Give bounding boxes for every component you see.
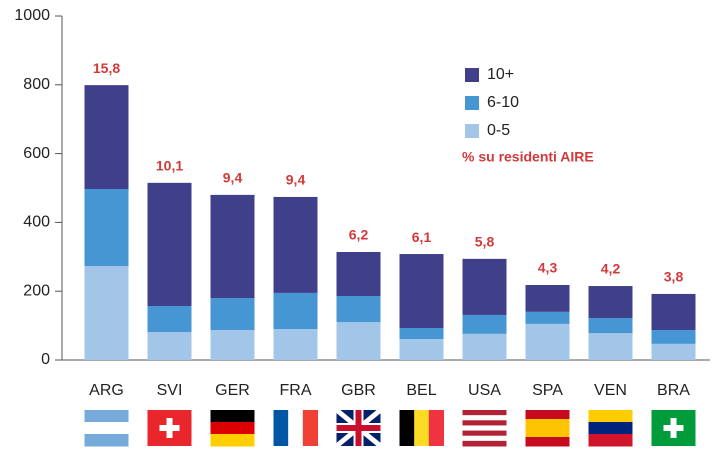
flag <box>210 410 255 423</box>
y-tick-label: 400 <box>23 214 50 231</box>
pct-label: 15,8 <box>93 60 120 76</box>
bar-segment <box>210 330 255 360</box>
bar-segment <box>399 254 444 329</box>
bar-segment <box>273 292 318 330</box>
pct-label: 3,8 <box>664 269 684 285</box>
legend-swatch <box>465 68 479 82</box>
y-tick-label: 0 <box>41 351 50 368</box>
flag <box>210 422 255 435</box>
flag <box>462 415 507 421</box>
flag <box>663 425 684 431</box>
flag <box>159 425 180 431</box>
bar-segment <box>147 305 192 333</box>
bar-segment <box>147 332 192 360</box>
x-tick-label: FRA <box>280 382 312 399</box>
bar-segment <box>336 296 381 323</box>
legend-swatch <box>465 96 479 110</box>
legend-label: 6-10 <box>487 94 519 111</box>
bar-segment <box>84 85 129 190</box>
flag <box>336 425 381 431</box>
bar-segment <box>84 266 129 360</box>
y-tick-label: 600 <box>23 145 50 162</box>
x-tick-label: SVI <box>157 382 183 399</box>
x-tick-label: VEN <box>594 382 627 399</box>
bar-segment <box>399 339 444 360</box>
pct-label: 4,2 <box>601 261 621 277</box>
legend-label: 0-5 <box>487 122 510 139</box>
bar-segment <box>588 318 633 334</box>
flag <box>525 437 570 447</box>
flag <box>588 422 633 435</box>
bar-segment <box>210 298 255 331</box>
flag <box>84 410 129 423</box>
bar-segment <box>651 343 696 360</box>
x-tick-label: SPA <box>532 382 563 399</box>
bar-segment <box>651 293 696 331</box>
flag <box>302 410 318 446</box>
pct-label: 10,1 <box>156 158 183 174</box>
x-tick-label: USA <box>468 382 501 399</box>
bar-segment <box>525 311 570 324</box>
flag <box>84 434 129 447</box>
pct-label: 6,1 <box>412 229 432 245</box>
bar-segment <box>399 328 444 340</box>
flag <box>414 410 430 446</box>
bar-segment <box>147 182 192 306</box>
x-tick-label: BRA <box>657 382 690 399</box>
bar-segment <box>588 333 633 360</box>
legend-label: 10+ <box>487 66 514 83</box>
bar-segment <box>525 323 570 360</box>
bar-segment <box>336 251 381 297</box>
flag <box>84 422 129 435</box>
flag <box>462 440 507 447</box>
bar-segment <box>273 329 318 360</box>
flag <box>399 410 415 446</box>
legend-swatch <box>465 124 479 138</box>
legend-note: % su residenti AIRE <box>462 149 594 165</box>
bar-segment <box>651 330 696 344</box>
flag <box>462 410 507 416</box>
flag <box>210 434 255 447</box>
flag <box>462 420 507 426</box>
flag <box>462 435 507 442</box>
y-tick-label: 800 <box>23 76 50 93</box>
flag <box>273 410 289 446</box>
flag <box>288 410 304 446</box>
bar-segment <box>462 314 507 334</box>
x-tick-label: GER <box>215 382 250 399</box>
bar-segment <box>588 286 633 319</box>
flag <box>462 425 507 432</box>
y-tick-label: 1000 <box>14 7 50 24</box>
pct-label: 9,4 <box>223 170 243 186</box>
x-tick-label: BEL <box>406 382 436 399</box>
bar-segment <box>210 194 255 299</box>
x-tick-label: GBR <box>341 382 376 399</box>
flag <box>525 428 570 438</box>
flag <box>588 410 633 423</box>
pct-label: 4,3 <box>538 260 558 276</box>
flag <box>525 419 570 429</box>
flag <box>428 410 444 446</box>
pct-label: 9,4 <box>286 172 306 188</box>
bar-segment <box>273 196 318 293</box>
bar-segment <box>525 285 570 312</box>
y-tick-label: 200 <box>23 282 50 299</box>
flag <box>525 410 570 420</box>
bar-segment <box>462 258 507 315</box>
bar-segment <box>462 333 507 360</box>
pct-label: 5,8 <box>475 234 495 250</box>
flag <box>462 430 507 437</box>
flag <box>588 434 633 447</box>
bar-segment <box>336 322 381 360</box>
pct-label: 6,2 <box>349 227 369 243</box>
bar-segment <box>84 189 129 267</box>
x-tick-label: ARG <box>89 382 124 399</box>
